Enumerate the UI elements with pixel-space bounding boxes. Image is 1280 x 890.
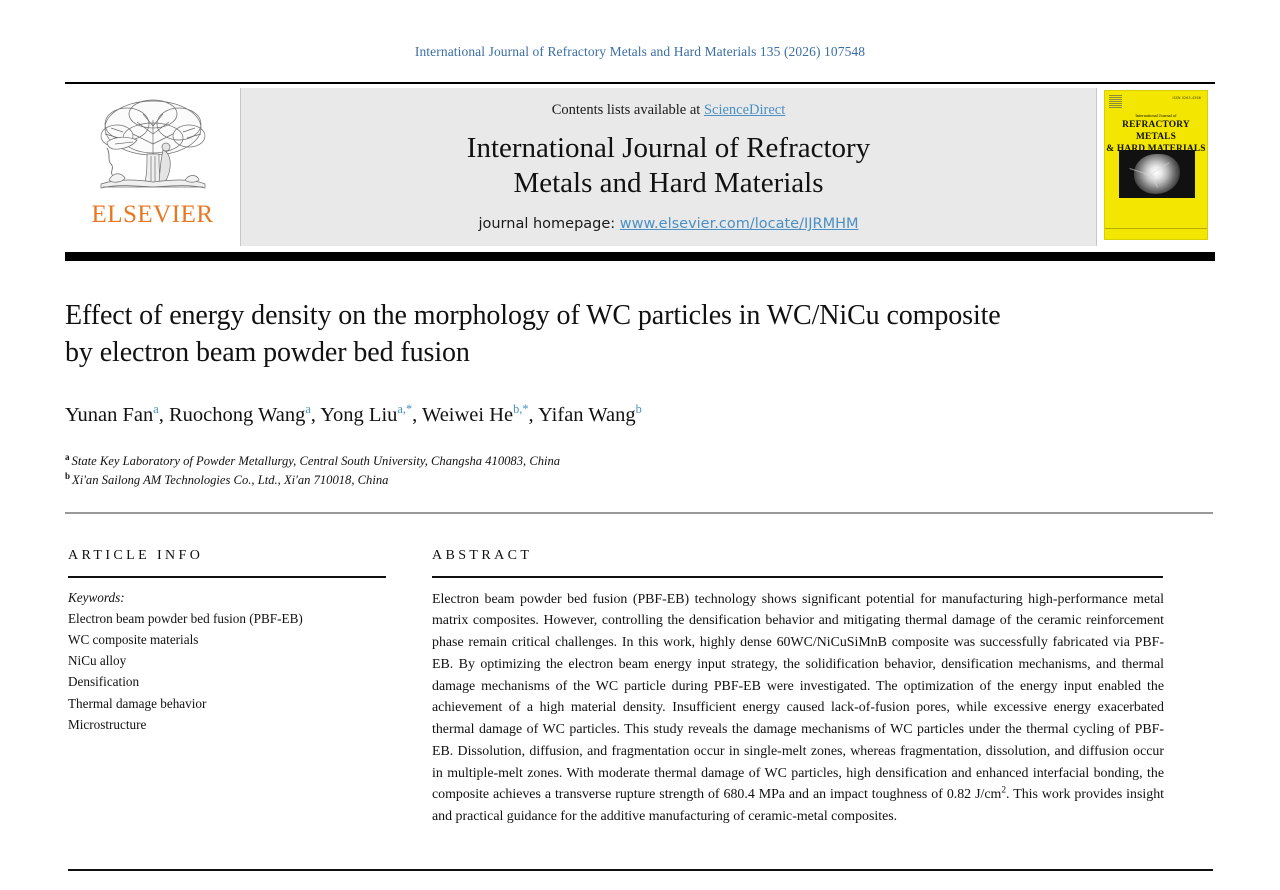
keyword-item: Microstructure — [68, 716, 147, 732]
author-name: Yunan Fan — [65, 404, 154, 426]
cover-elsevier-mark-icon — [1109, 95, 1122, 108]
elsevier-wordmark: ELSEVIER — [91, 201, 214, 228]
homepage-prefix-text: journal homepage: — [478, 216, 620, 232]
journal-info-panel: Contents lists available at ScienceDirec… — [240, 88, 1097, 246]
author-name: Weiwei He — [421, 404, 514, 426]
abstract-heading: ABSTRACT — [432, 548, 533, 563]
keywords-list: Electron beam powder bed fusion (PBF-EB)… — [68, 608, 388, 735]
author-affiliation-mark: b — [635, 402, 642, 417]
author-name: Yifan Wang — [538, 404, 636, 426]
abstract-text-part-2: . This work provides insight and practic… — [432, 787, 1164, 825]
cover-title-line-1: REFRACTORY METALS — [1122, 120, 1190, 142]
affiliation-mark: a — [65, 451, 70, 462]
abstract-text-part-1: Electron beam powder bed fusion (PBF-EB)… — [432, 591, 1164, 803]
article-info-rule — [68, 576, 386, 578]
contents-list-line: Contents lists available at ScienceDirec… — [241, 102, 1096, 119]
abstract-column: ABSTRACT Electron beam powder bed fusion… — [432, 548, 1164, 842]
author-name: Yong Liu — [320, 404, 398, 426]
keyword-item: Thermal damage behavior — [68, 695, 207, 711]
affiliation-list: a State Key Laboratory of Powder Metallur… — [65, 452, 1065, 490]
cover-bottom-bar — [1105, 228, 1207, 229]
keyword-item: WC composite materials — [68, 632, 199, 648]
masthead-top-rule — [65, 82, 1215, 84]
abstract-text: Electron beam powder bed fusion (PBF-EB)… — [432, 589, 1164, 828]
journal-homepage-line: journal homepage: www.elsevier.com/locat… — [241, 216, 1096, 232]
author-affiliation-mark: b,* — [513, 402, 529, 417]
affiliation-mark: b — [65, 470, 71, 481]
journal-title: International Journal of Refractory Meta… — [241, 131, 1096, 201]
cover-micrograph-photo — [1119, 150, 1195, 198]
author-affiliation-mark: a — [305, 402, 311, 417]
journal-cover-thumbnail: ISSN 0263-4368 International Journal of … — [1097, 88, 1215, 246]
masthead-thick-rule — [65, 252, 1215, 261]
elsevier-tree-icon — [100, 99, 205, 189]
author-name: Ruochong Wang — [168, 404, 306, 426]
header-separator-rule — [65, 512, 1213, 514]
author-affiliation-mark: a,* — [397, 402, 413, 417]
affiliation-text: Xi'an Sailong AM Technologies Co., Ltd.,… — [72, 472, 389, 487]
affiliation-item: b Xi'an Sailong AM Technologies Co., Ltd.… — [65, 471, 1065, 490]
author-affiliation-mark: a — [153, 402, 159, 417]
keyword-item: Densification — [68, 674, 140, 690]
journal-title-line-1: International Journal of Refractory — [466, 132, 871, 164]
abstract-superscript: 2 — [1001, 785, 1007, 796]
affiliation-item: a State Key Laboratory of Powder Metallur… — [65, 452, 1065, 471]
author-list: Yunan Fana, Ruochong Wanga, Yong Liua,*,… — [65, 402, 642, 426]
article-title: Effect of energy density on the morpholo… — [65, 300, 1001, 368]
cover-issn-text: ISSN 0263-4368 — [1172, 96, 1201, 100]
journal-title-line-2: Metals and Hard Materials — [513, 166, 824, 199]
cover-title-line-2: & HARD MATERIALS — [1106, 143, 1206, 154]
journal-masthead: ELSEVIER Contents lists available at Sci… — [65, 82, 1215, 247]
elsevier-logo: ELSEVIER — [65, 88, 240, 246]
cover-superline-text: International Journal of — [1135, 113, 1177, 118]
running-head-citation: International Journal of Refractory Meta… — [414, 44, 866, 59]
keyword-item: Electron beam powder bed fusion (PBF-EB) — [68, 611, 303, 627]
abstract-rule — [432, 576, 1163, 578]
article-info-column: ARTICLE INFO Keywords: Electron beam pow… — [68, 548, 388, 735]
journal-cover-image: ISSN 0263-4368 International Journal of … — [1104, 90, 1208, 240]
sciencedirect-link[interactable]: ScienceDirect — [703, 102, 786, 118]
affiliation-text: State Key Laboratory of Powder Metallurg… — [71, 454, 561, 468]
keyword-item: NiCu alloy — [68, 653, 127, 669]
keywords-label: Keywords: — [68, 589, 125, 605]
cover-title-text: REFRACTORY METALS & HARD MATERIALS — [1105, 120, 1207, 155]
article-info-heading: ARTICLE INFO — [68, 548, 204, 563]
journal-homepage-link[interactable]: www.elsevier.com/locate/IJRMHM — [619, 216, 859, 232]
page-bottom-rule — [68, 869, 1213, 871]
contents-prefix-text: Contents lists available at — [551, 102, 704, 118]
